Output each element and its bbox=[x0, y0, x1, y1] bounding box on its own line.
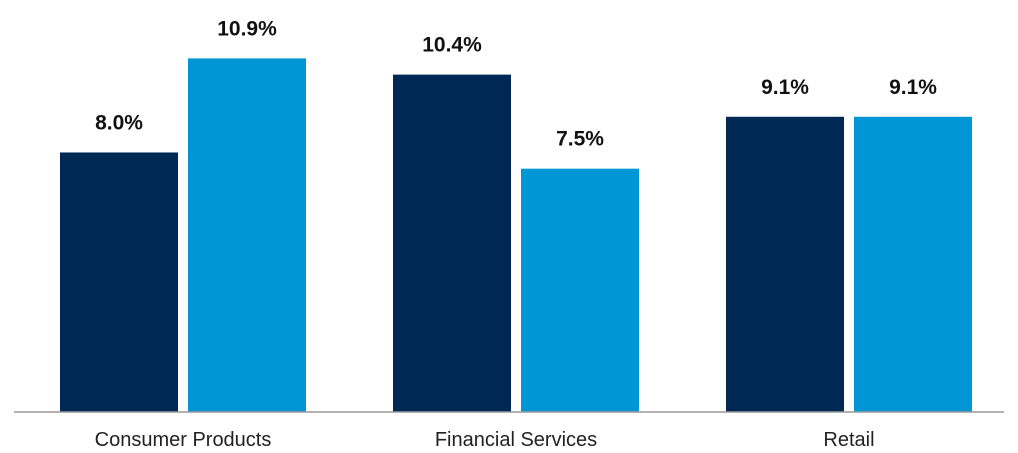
category-label-financial-services: Financial Services bbox=[435, 429, 597, 451]
category-label-consumer-products: Consumer Products bbox=[95, 429, 272, 451]
value-label-retail-series-2: 9.1% bbox=[889, 76, 937, 99]
bar-retail-series-2 bbox=[854, 116, 972, 412]
value-label-consumer-products-series-1: 8.0% bbox=[95, 111, 143, 134]
value-labels-group: 8.0% 10.9% 10.4% 7.5% 9.1% 9.1% bbox=[95, 17, 937, 150]
bar-financial-services-series-2 bbox=[521, 168, 639, 412]
category-labels-group: Consumer Products Financial Services Retai… bbox=[95, 429, 875, 451]
bar-retail-series-1 bbox=[726, 116, 844, 412]
bar-consumer-products-series-1 bbox=[60, 152, 178, 412]
value-label-financial-services-series-1: 10.4% bbox=[422, 34, 482, 57]
bar-financial-services-series-1 bbox=[393, 74, 511, 413]
category-label-retail: Retail bbox=[823, 429, 874, 451]
bar-consumer-products-series-2 bbox=[188, 58, 306, 412]
bars-group bbox=[60, 58, 972, 413]
value-label-retail-series-1: 9.1% bbox=[761, 76, 809, 99]
value-label-financial-services-series-2: 7.5% bbox=[556, 128, 604, 151]
value-label-consumer-products-series-2: 10.9% bbox=[217, 17, 277, 40]
